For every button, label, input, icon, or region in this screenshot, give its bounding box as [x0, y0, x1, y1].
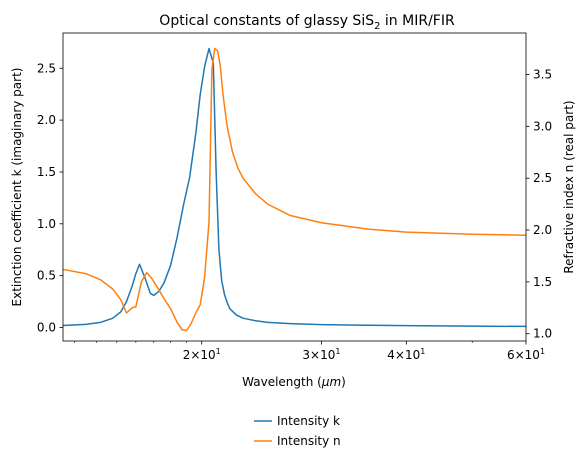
y-right-tick-label: 1.0	[533, 327, 552, 341]
y-right-tick-label: 3.5	[533, 67, 552, 81]
series-line-0	[62, 47, 527, 328]
y-right-tick-label: 3.0	[533, 119, 552, 133]
y-left-tick-label: 2.5	[37, 61, 56, 75]
legend: Intensity k Intensity n	[254, 414, 341, 448]
y-left-tick-label: 1.5	[37, 165, 56, 179]
y-right-tick-label: 2.5	[533, 171, 552, 185]
y-axis-left-label: Extinction coefficient k (imaginary part…	[10, 68, 24, 307]
y-left-tick-label: 0.0	[37, 321, 56, 335]
x-tick-label: 2×101	[183, 347, 221, 362]
y-left-tick-label: 0.5	[37, 269, 56, 283]
y-axis-right-ticks: 1.0 1.5 2.0 2.5 3.0 3.5	[526, 67, 552, 341]
x-tick-label: 3×101	[302, 347, 340, 362]
plot-frame	[62, 32, 527, 342]
y-axis-left-ticks: 0.0 0.5 1.0 1.5 2.0 2.5	[37, 61, 63, 335]
y-left-tick-label: 1.0	[37, 217, 56, 231]
series-line-1	[62, 47, 527, 332]
y-right-tick-label: 2.0	[533, 223, 552, 237]
y-left-tick-label: 2.0	[37, 113, 56, 127]
x-tick-label: 6×101	[507, 347, 545, 362]
x-tick-label: 4×101	[387, 347, 425, 362]
y-right-tick-label: 1.5	[533, 275, 552, 289]
legend-label-n: Intensity n	[277, 434, 341, 448]
chart-title: Optical constants of glassy SiS2 in MIR/…	[159, 13, 455, 32]
plot-lines	[62, 47, 527, 332]
x-axis-label: Wavelength (μm)	[242, 375, 346, 389]
x-axis-ticks: 2×101 3×101 4×101 6×101	[74, 341, 545, 362]
y-axis-right-label: Refractive index n (real part)	[562, 100, 576, 273]
legend-label-k: Intensity k	[277, 414, 340, 428]
